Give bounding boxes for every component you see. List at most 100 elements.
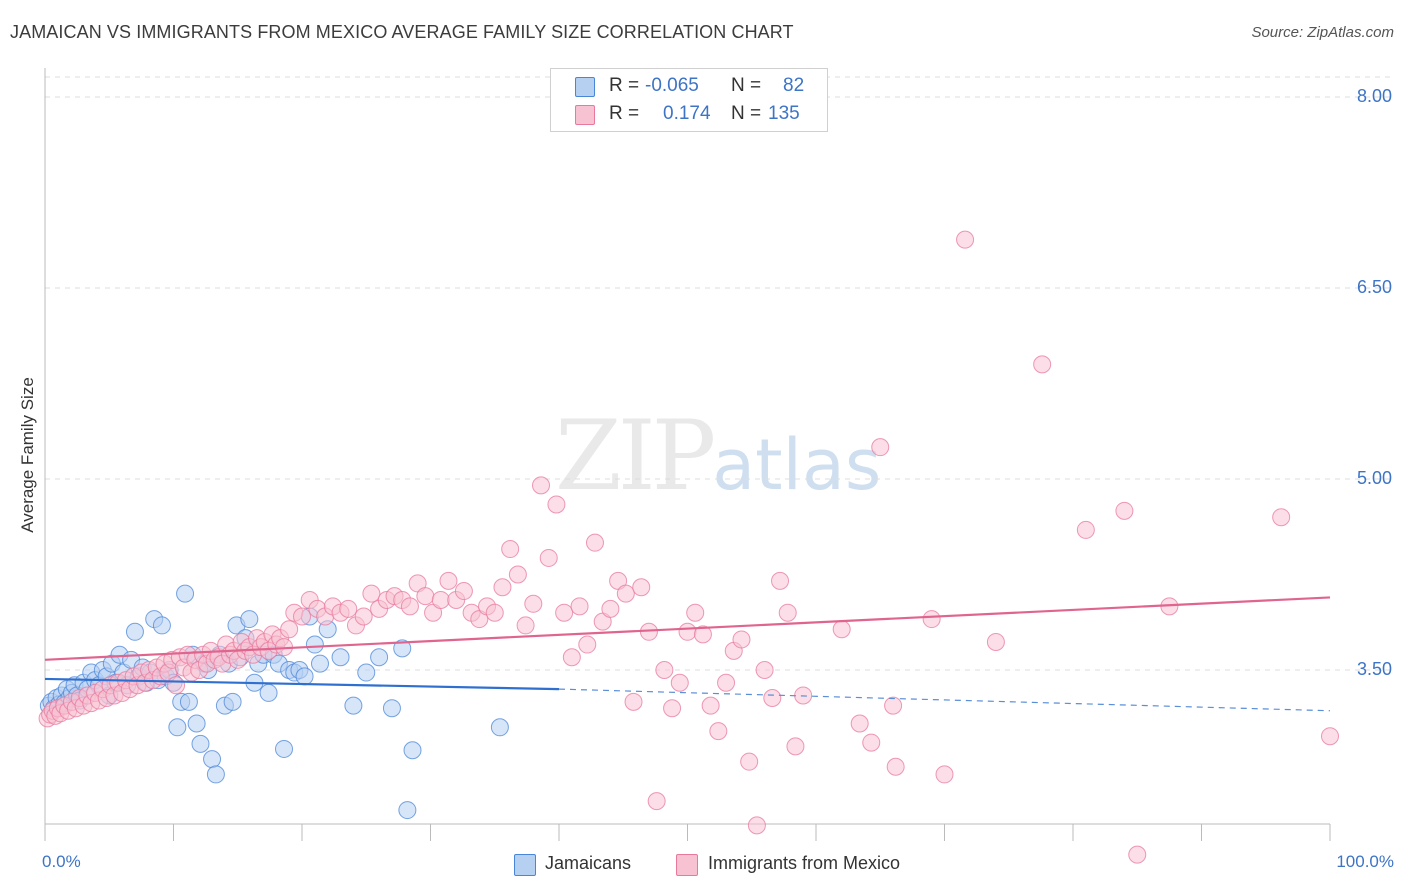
mexico-point [354, 607, 373, 626]
mexico-point [701, 696, 720, 715]
mexico-point [570, 597, 589, 616]
mexico-trend-line [44, 596, 1331, 661]
mexico-point [655, 661, 674, 679]
mexico-point [850, 714, 869, 733]
mexico-point [524, 594, 543, 613]
jamaican-point [490, 718, 509, 737]
mexico-point [501, 540, 520, 559]
mexico-point [771, 571, 790, 590]
jamaican-trend-extension [558, 688, 1331, 712]
jamaican-point [203, 750, 222, 769]
mexico-point [293, 607, 311, 626]
mexico-point [884, 696, 903, 715]
jamaican-point [275, 739, 294, 758]
mexico-point [1321, 727, 1339, 746]
mexico-point [167, 676, 186, 695]
mexico-point [663, 699, 682, 718]
mexico-point [280, 620, 299, 639]
jamaican-point [152, 616, 171, 635]
mexico-point [454, 582, 473, 601]
mexico-point [532, 476, 551, 495]
watermark-zip: ZIP [555, 400, 716, 512]
jamaican-point [370, 648, 389, 667]
mexico-point [362, 584, 381, 603]
mexico-point [755, 661, 774, 679]
jamaican-point [176, 584, 195, 603]
mexico-point [493, 578, 512, 597]
mexico-point [508, 565, 527, 584]
mexico-point [832, 620, 851, 639]
mexico-point [686, 603, 705, 622]
mexico-point [693, 625, 712, 644]
mexico-point [956, 230, 975, 249]
mexico-point [786, 737, 805, 756]
jamaican-point [382, 699, 401, 718]
mexico-point [732, 630, 751, 649]
mexico-point [678, 622, 697, 641]
jamaican-point [331, 648, 350, 667]
jamaican-point [206, 765, 225, 784]
y-tick-label: 3.50 [1356, 659, 1392, 679]
mexico-point [717, 673, 736, 692]
mexico-point [778, 603, 797, 622]
y-tick-label: 5.00 [1356, 468, 1392, 488]
legend-swatch-jamaicans [514, 854, 536, 876]
jamaican-point [295, 667, 314, 686]
legend-swatch-mexico [575, 105, 595, 125]
jamaican-point [179, 692, 198, 711]
mexico-point [431, 590, 450, 609]
r-value: -0.065 [645, 75, 699, 96]
mexico-point [555, 603, 574, 622]
mexico-point [886, 757, 905, 776]
legend-label-jamaicans: Jamaicans [545, 853, 632, 873]
mexico-point [709, 722, 728, 741]
x-axis-max-label: 100.0% [1336, 852, 1394, 871]
mexico-point [601, 599, 620, 618]
jamaican-point [357, 663, 376, 682]
n-label: N = [731, 103, 762, 124]
mexico-point [416, 587, 435, 606]
mexico-point [670, 673, 689, 692]
n-value: 82 [783, 75, 805, 96]
mexico-point [547, 495, 566, 514]
r-label: R = [609, 103, 640, 124]
mexico-point [585, 533, 604, 552]
mexico-point [439, 571, 458, 590]
y-tick-label: 6.50 [1356, 277, 1392, 297]
legend-row-mexico: R = 0.174 N = 135 [551, 100, 827, 128]
y-tick-label: 8.00 [1356, 86, 1392, 106]
legend-swatch-jamaicans [575, 77, 595, 97]
mexico-point [740, 752, 759, 771]
legend-swatch-mexico [676, 854, 698, 876]
chart-title: JAMAICAN VS IMMIGRANTS FROM MEXICO AVERA… [10, 22, 794, 42]
mexico-point [747, 816, 766, 835]
mexico-point [632, 578, 651, 597]
y-axis-label: Average Family Size [18, 377, 37, 533]
n-value: 135 [768, 103, 800, 124]
mexico-point [516, 616, 535, 635]
jamaican-point [398, 801, 417, 820]
jamaican-point [403, 741, 422, 760]
mexico-point [935, 765, 954, 784]
jamaican-point [223, 692, 242, 711]
jamaican-point [187, 714, 206, 733]
jamaican-point [168, 718, 187, 737]
jamaican-point [259, 683, 278, 702]
r-value: 0.174 [663, 103, 711, 124]
jamaican-point [240, 610, 259, 629]
mexico-point [616, 584, 635, 603]
r-label: R = [609, 75, 640, 96]
mexico-point [400, 597, 419, 616]
jamaican-point [125, 622, 144, 641]
correlation-legend: R = -0.065 N = 82 R = 0.174 N = 135 [550, 68, 828, 132]
legend-label-mexico: Immigrants from Mexico [708, 853, 901, 873]
legend-row-jamaicans: R = -0.065 N = 82 [551, 72, 827, 100]
mexico-point [562, 648, 581, 667]
mexico-point [647, 792, 666, 811]
mexico-point [485, 603, 504, 622]
mexico-point [624, 692, 643, 711]
mexico-point [1115, 501, 1134, 520]
mexico-point [871, 438, 890, 457]
source-label: Source: ZipAtlas.com [1251, 24, 1394, 41]
